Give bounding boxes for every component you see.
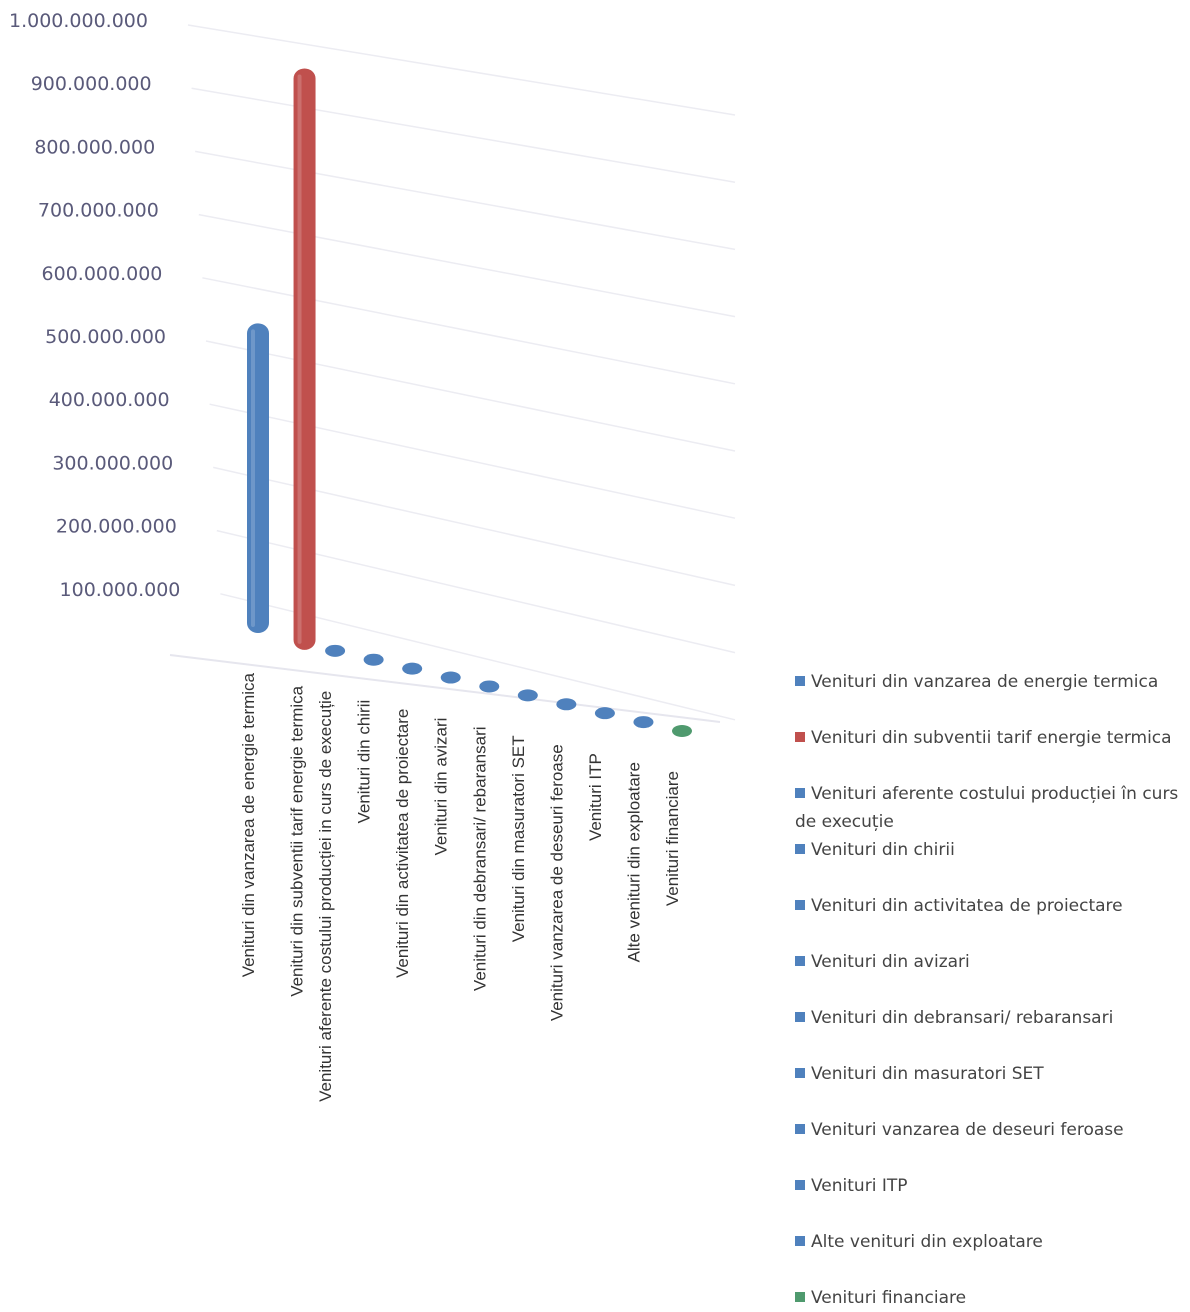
y-tick-label: 100.000.000 (60, 579, 181, 601)
legend-label: Venituri din masuratori SET (811, 1064, 1044, 1084)
legend-label: Venituri din avizari (811, 952, 970, 972)
category-label: Venituri din avizari (432, 718, 451, 856)
y-tick-label: 500.000.000 (45, 326, 166, 348)
gridline (198, 213, 736, 318)
bar (594, 707, 615, 720)
category-label: Venituri din chirii (355, 700, 374, 824)
legend-item: Venituri vanzarea de deseuri feroase (795, 1116, 1185, 1144)
legend-swatch (795, 956, 805, 966)
legend-item: Venituri din chirii (795, 836, 1185, 864)
legend-label: Venituri din debransari/ rebaransari (811, 1008, 1114, 1028)
y-tick-label: 1.000.000.000 (9, 10, 148, 32)
category-label: Venituri financiare (663, 771, 682, 906)
category-label: Venituri vanzarea de deseuri feroase (547, 744, 566, 1021)
legend-swatch (795, 732, 805, 742)
y-tick-label: 300.000.000 (52, 452, 173, 474)
legend-swatch (795, 1012, 805, 1022)
legend-label: Venituri din chirii (811, 840, 955, 860)
category-label: Venituri din subventii tarif energie ter… (288, 685, 307, 996)
bar (247, 323, 269, 633)
legend-swatch (795, 676, 805, 686)
category-label: Venituri din vanzarea de energie termica (239, 672, 258, 977)
legend-swatch (795, 1180, 805, 1190)
category-label: Venituri din debransari/ rebaransari (470, 726, 489, 991)
gridline (195, 150, 736, 251)
legend-swatch (795, 788, 805, 798)
category-labels: Venituri din vanzarea de energie termica… (239, 672, 682, 1101)
legend-item: Venituri din masuratori SET (795, 1060, 1185, 1088)
legend-label: Venituri din subventii tarif energie ter… (811, 728, 1172, 748)
bar (479, 680, 500, 693)
gridline (191, 87, 736, 183)
bars (247, 68, 692, 737)
legend-item: Venituri din subventii tarif energie ter… (795, 724, 1185, 752)
legend-swatch (795, 1236, 805, 1246)
axis-floor (169, 654, 721, 723)
legend-item: Venituri din debransari/ rebaransari (795, 1004, 1185, 1032)
legend-swatch (795, 1124, 805, 1134)
legend-swatch (795, 1068, 805, 1078)
legend-label: Venituri vanzarea de deseuri feroase (811, 1120, 1124, 1140)
legend-item: Venituri din avizari (795, 948, 1185, 976)
legend-label: Alte venituri din exploatare (811, 1232, 1043, 1252)
legend-label: Venituri ITP (811, 1176, 908, 1196)
legend-label: Venituri din vanzarea de energie termica (811, 672, 1159, 692)
y-tick-label: 900.000.000 (31, 73, 152, 95)
legend-item: Venituri financiare (795, 1284, 1185, 1312)
legend-swatch (795, 844, 805, 854)
bar (293, 68, 316, 650)
bar (363, 653, 384, 666)
bar (440, 671, 461, 684)
bar (325, 644, 346, 657)
bar (633, 716, 654, 729)
category-label: Venituri aferente costului producției in… (316, 691, 335, 1102)
y-tick-label: 400.000.000 (49, 389, 170, 411)
legend-label: Venituri din activitatea de proiectare (811, 896, 1123, 916)
legend-item: Alte venituri din exploatare (795, 1228, 1185, 1256)
legend-item: Venituri din activitatea de proiectare (795, 892, 1185, 920)
gridline (205, 340, 736, 452)
gridline (213, 466, 736, 587)
legend-label: Venituri aferente costului producției în… (795, 784, 1179, 832)
bar (672, 725, 692, 737)
y-tick-label: 600.000.000 (42, 263, 163, 285)
y-tick-label: 700.000.000 (38, 200, 159, 222)
gridline (209, 403, 736, 519)
legend-swatch (795, 1292, 805, 1302)
bar (556, 698, 577, 711)
category-label: Venituri ITP (586, 753, 605, 841)
bar (402, 662, 423, 675)
category-label: Venituri din activitatea de proiectare (393, 709, 412, 978)
gridline (202, 277, 736, 385)
legend-item: Venituri aferente costului producției în… (795, 780, 1185, 836)
category-label: Venituri din masuratori SET (509, 735, 528, 942)
y-axis-ticks: 1.000.000.000 900.000.000 800.000.000 700.0… (9, 10, 180, 601)
y-tick-label: 800.000.000 (34, 136, 155, 158)
y-tick-label: 200.000.000 (56, 516, 177, 538)
legend-swatch (795, 900, 805, 910)
gridline (187, 24, 736, 116)
legend-label: Venituri financiare (811, 1288, 967, 1308)
legend-item: Venituri ITP (795, 1172, 1185, 1200)
bar (517, 689, 538, 702)
legend-item: Venituri din vanzarea de energie termica (795, 668, 1185, 696)
category-label: Alte venituri din exploatare (624, 762, 643, 962)
